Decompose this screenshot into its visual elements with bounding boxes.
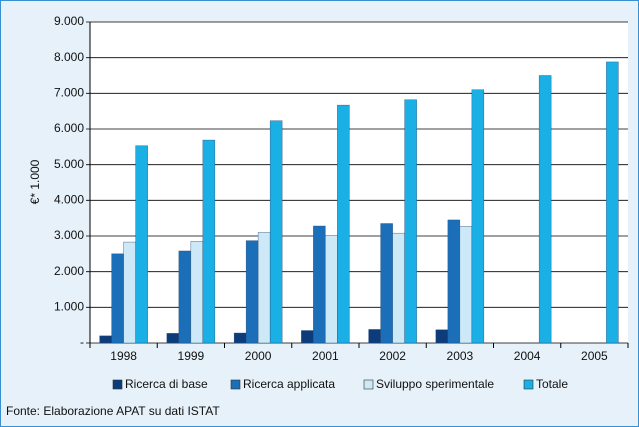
x-tick-label: 2000 [245, 349, 272, 363]
y-tick-label: 3.000 [54, 228, 84, 242]
x-tick-label: 2004 [514, 349, 541, 363]
y-tick-label: 9.000 [54, 14, 84, 28]
bar [313, 225, 326, 344]
bar [435, 329, 449, 344]
y-tick-label: 4.000 [54, 193, 84, 207]
bar [447, 219, 461, 344]
y-tick-label: 7.000 [54, 86, 84, 100]
bar [245, 240, 259, 344]
bar [606, 61, 619, 344]
x-tick-label: 2003 [447, 349, 474, 363]
x-tick-label: 1998 [110, 349, 137, 363]
bar [459, 226, 473, 344]
legend-swatch [230, 379, 241, 390]
bar [538, 75, 552, 344]
legend-label: Ricerca applicata [243, 377, 335, 391]
bar [257, 232, 271, 344]
x-tick-label: 2001 [312, 349, 339, 363]
bar [404, 99, 417, 344]
bar [269, 120, 283, 344]
y-tick-label: 8.000 [54, 50, 84, 64]
bar [190, 241, 204, 344]
bar [233, 332, 247, 344]
source-note: Fonte: Elaborazione APAT su dati ISTAT [6, 404, 220, 418]
y-axis-label: €* 1.000 [28, 159, 42, 204]
legend-swatch [363, 379, 374, 390]
legend-label: Ricerca di base [125, 377, 208, 391]
bar [368, 329, 381, 344]
bar [166, 333, 180, 344]
bar [99, 335, 112, 344]
legend-label: Sviluppo sperimentale [376, 377, 494, 391]
bar [392, 232, 405, 344]
bar [123, 241, 136, 344]
y-tick-label: 5.000 [54, 157, 84, 171]
y-tick-label: 2.000 [54, 264, 84, 278]
y-tick-label: 1.000 [54, 300, 84, 314]
bar [301, 330, 314, 344]
x-tick-label: 1999 [178, 349, 205, 363]
bar [135, 145, 148, 344]
y-tick-label: - [80, 335, 84, 349]
legend-label: Totale [536, 377, 568, 391]
legend-swatch [112, 379, 123, 390]
bar [337, 104, 350, 344]
legend-swatch [523, 379, 534, 390]
bar [178, 250, 192, 344]
x-tick-label: 2005 [581, 349, 608, 363]
bar [471, 89, 485, 344]
x-tick-label: 2002 [379, 349, 406, 363]
bar [111, 253, 124, 344]
bar [380, 223, 393, 344]
y-tick-label: 6.000 [54, 121, 84, 135]
bar [202, 139, 216, 344]
bar [325, 235, 338, 344]
